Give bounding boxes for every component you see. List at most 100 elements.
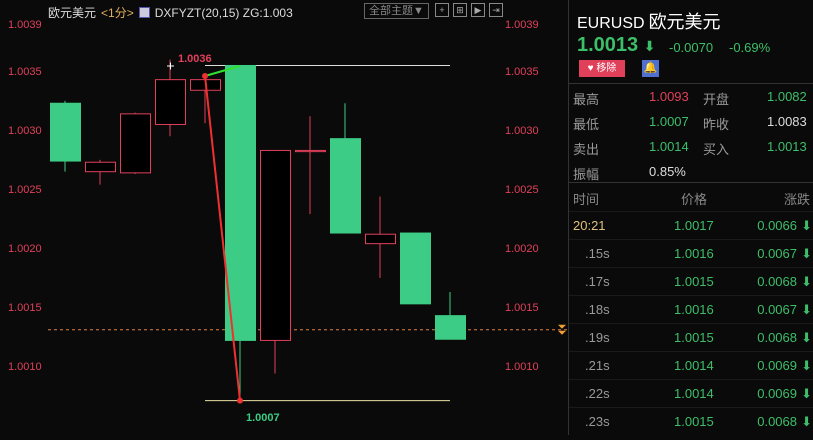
y-tick-right: 1.0025 [505, 184, 539, 196]
down-arrow-icon: ⬇ [801, 218, 812, 233]
play-icon[interactable]: ▶ [471, 3, 485, 17]
tick-price: 1.0015 [674, 330, 714, 345]
stat-row: 卖出 1.0014 买入 1.0013 [569, 134, 813, 159]
last-price-marker [558, 324, 566, 335]
down-arrow-icon: ⬇ [801, 330, 812, 345]
tick-row: 20:21 1.0017 0.0066 ⬇ [569, 211, 813, 239]
stat-value: 1.0082 [767, 89, 807, 104]
down-arrow-icon: ⬇ [801, 358, 812, 373]
tick-time: .18s [585, 302, 610, 317]
stat-label: 卖出 [573, 142, 600, 157]
indicator-label: DXFYZT(20,15) ZG:1.003 [154, 5, 293, 20]
quote-panel: EURUSD 欧元美元 1.0013 ⬇ -0.0070 -0.69% ♥ 移除 … [568, 0, 813, 435]
crosshair-icon[interactable]: + [435, 3, 449, 17]
tick-header: 时间 价格 涨跌 [569, 183, 813, 211]
tick-row: .21s 1.0014 0.0069 ⬇ [569, 351, 813, 379]
candle-body [225, 64, 256, 341]
y-tick-right: 1.0039 [505, 19, 539, 31]
stat-label: 最高 [573, 92, 600, 107]
candle-body [120, 113, 151, 174]
y-tick-left: 1.0030 [8, 125, 42, 137]
trend-point [202, 73, 208, 79]
trend-line-up [204, 65, 241, 77]
high-label: 1.0036 [178, 53, 212, 65]
tick-row: .17s 1.0015 0.0068 ⬇ [569, 267, 813, 295]
down-arrow-icon: ⬇ [801, 302, 812, 317]
tick-list: 时间 价格 涨跌 20:21 1.0017 0.0066 ⬇ .15s 1.0016 0.0… [569, 182, 813, 435]
tick-change: 0.0068 [757, 274, 797, 289]
candle-body [50, 102, 81, 162]
symbol-name: 欧元美元 [48, 6, 97, 20]
tick-time: .15s [585, 246, 610, 261]
y-tick-left: 1.0020 [8, 243, 42, 255]
down-arrow-icon: ⬇ [801, 386, 812, 401]
tick-time: 20:21 [573, 218, 606, 233]
tick-row: .22s 1.0014 0.0069 ⬇ [569, 379, 813, 407]
trend-point [237, 397, 243, 404]
candle-body [435, 315, 466, 340]
y-tick-right: 1.0020 [505, 243, 539, 255]
last-price: 1.0013 ⬇ [577, 34, 655, 57]
theme-dropdown[interactable]: 全部主题▼ [364, 3, 429, 19]
tick-change: 0.0069 [757, 358, 797, 373]
tick-price: 1.0015 [674, 274, 714, 289]
tick-row: .15s 1.0016 0.0067 ⬇ [569, 239, 813, 267]
y-tick-left: 1.0010 [8, 361, 42, 373]
change-percent: -0.69% [729, 40, 771, 55]
stat-label: 买入 [703, 142, 730, 157]
stat-label: 昨收 [703, 117, 730, 132]
stat-row: 最低 1.0007 昨收 1.0083 [569, 109, 813, 134]
y-tick-left: 1.0035 [8, 66, 42, 78]
trend-line-down [204, 75, 241, 401]
stat-value: 1.0007 [649, 114, 689, 129]
tick-price: 1.0014 [674, 358, 714, 373]
tick-change: 0.0069 [757, 386, 797, 401]
tick-change: 0.0067 [757, 302, 797, 317]
y-tick-right: 1.0030 [505, 125, 539, 137]
tick-price: 1.0016 [674, 246, 714, 261]
high-marker [167, 62, 174, 70]
tick-price: 1.0014 [674, 386, 714, 401]
down-arrow-icon: ⬇ [801, 414, 812, 429]
candle-body [330, 138, 361, 234]
symbol-cn-name: 欧元美元 [648, 12, 721, 32]
stat-value: 0.85% [649, 164, 686, 179]
zoom-range-icon[interactable]: ⊞ [453, 3, 467, 17]
period-selector[interactable]: <1分> [101, 6, 134, 20]
exit-icon[interactable]: ⇥ [489, 3, 503, 17]
remove-label: 移除 [596, 63, 617, 74]
candle-body [400, 232, 431, 305]
tick-row: .19s 1.0015 0.0068 ⬇ [569, 323, 813, 351]
chart-canvas[interactable]: 1.0039 1.0039 1.0035 1.0035 1.0030 1.0030 1.00… [0, 0, 568, 435]
candle-body [155, 79, 186, 125]
stat-label: 开盘 [703, 92, 730, 107]
down-arrow-icon: ⬇ [801, 246, 812, 261]
tick-time: .22s [585, 386, 610, 401]
tick-change: 0.0067 [757, 246, 797, 261]
y-tick-left: 1.0025 [8, 184, 42, 196]
low-label: 1.0007 [246, 412, 280, 424]
tick-time: .19s [585, 330, 610, 345]
candle-body [365, 233, 396, 245]
stat-value: 1.0013 [767, 139, 807, 154]
tick-price: 1.0017 [674, 218, 714, 233]
stat-row: 最高 1.0093 开盘 1.0082 [569, 84, 813, 109]
indicator-icon [138, 7, 150, 18]
tick-change: 0.0068 [757, 330, 797, 345]
y-tick-right: 1.0035 [505, 66, 539, 78]
tick-time: .17s [585, 274, 610, 289]
y-tick-right: 1.0015 [505, 302, 539, 314]
col-price: 价格 [681, 192, 708, 207]
stats-table: 最高 1.0093 开盘 1.0082 最低 1.0007 昨收 1.0083 卖出 1.0014… [569, 83, 813, 184]
candlestick-chart[interactable]: 1.0039 1.0039 1.0035 1.0035 1.0030 1.0030 1.00… [0, 0, 568, 435]
stat-value: 1.0083 [767, 114, 807, 129]
down-arrow-icon: ⬇ [801, 274, 812, 289]
y-tick-left: 1.0015 [8, 302, 42, 314]
remove-favorite-button[interactable]: ♥ 移除 [579, 60, 625, 77]
candle-body [295, 149, 326, 153]
bell-icon[interactable]: 🔔 [642, 60, 659, 77]
tick-time: .21s [585, 358, 610, 373]
stat-value: 1.0014 [649, 139, 689, 154]
tick-price: 1.0016 [674, 302, 714, 317]
tick-change: 0.0068 [757, 414, 797, 429]
